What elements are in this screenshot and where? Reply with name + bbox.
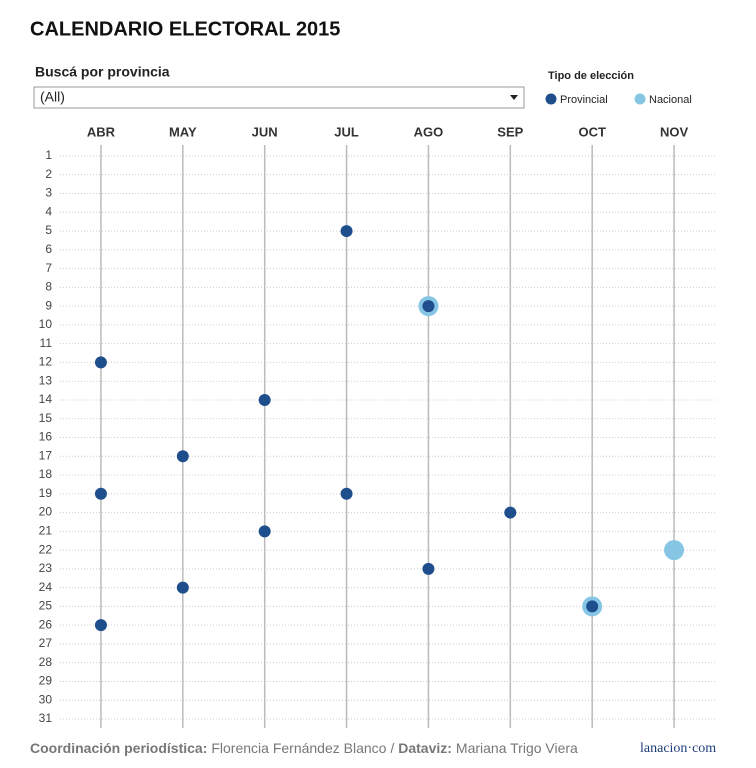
point — [422, 300, 435, 313]
logo: lanacion·com — [640, 741, 716, 756]
x-tick-label: JUN — [252, 124, 278, 139]
y-tick-label: 31 — [39, 711, 53, 725]
y-tick-label: 13 — [39, 373, 53, 387]
point — [94, 619, 107, 632]
point — [586, 600, 599, 613]
y-tick-label: 8 — [45, 280, 52, 294]
y-tick-label: 15 — [39, 411, 53, 425]
y-tick-label: 9 — [45, 298, 52, 312]
point — [340, 225, 353, 238]
y-tick-label: 19 — [39, 486, 53, 500]
y-tick-label: 27 — [39, 636, 53, 650]
y-tick-label: 28 — [39, 655, 53, 669]
dropdown-arrow[interactable] — [510, 95, 518, 100]
y-tick-label: 3 — [45, 186, 52, 200]
point — [504, 506, 517, 519]
point — [340, 487, 353, 500]
y-tick-label: 12 — [39, 355, 53, 369]
point — [94, 487, 107, 500]
y-tick-label: 10 — [39, 317, 53, 331]
y-tick-label: 24 — [39, 580, 53, 594]
x-tick-label: AGO — [414, 124, 444, 139]
point — [422, 562, 435, 575]
point — [258, 393, 271, 406]
footer: Coordinación periodística: Florencia Fern… — [30, 740, 716, 757]
y-tick-label: 16 — [39, 430, 53, 444]
point — [664, 540, 685, 561]
dropdown-box[interactable] — [33, 86, 525, 109]
point — [176, 581, 189, 594]
legend-marker — [634, 93, 646, 105]
y-tick-label: 25 — [39, 599, 53, 613]
x-tick-label: ABR — [87, 124, 116, 139]
y-tick-label: 26 — [39, 617, 53, 631]
x-tick-label: MAY — [169, 124, 197, 139]
y-tick-label: 18 — [39, 467, 53, 481]
x-tick-label: SEP — [497, 124, 523, 139]
filter-label: Buscá por provincia — [35, 64, 170, 80]
y-tick-label: 5 — [45, 223, 52, 237]
x-tick-label: OCT — [578, 124, 606, 139]
point — [94, 356, 107, 369]
credit-label: Dataviz: — [398, 740, 452, 756]
x-tick-label: NOV — [660, 124, 689, 139]
chart-title: CALENDARIO ELECTORAL 2015 — [30, 18, 340, 40]
credit-label: Coordinación periodística: — [30, 740, 207, 756]
legend-marker — [545, 93, 557, 105]
y-tick-label: 21 — [39, 524, 53, 538]
dropdown-value[interactable]: (All) — [40, 89, 65, 105]
legend-title: Tipo de elección — [548, 70, 634, 82]
y-tick-label: 7 — [45, 261, 52, 275]
y-tick-label: 29 — [39, 674, 53, 688]
y-tick-label: 1 — [45, 148, 52, 162]
x-tick-label: JUL — [334, 124, 359, 139]
credits: Coordinación periodística: Florencia Fern… — [30, 740, 578, 756]
y-tick-label: 22 — [39, 542, 53, 556]
point — [258, 525, 271, 538]
y-tick-label: 30 — [39, 692, 53, 706]
y-tick-label: 11 — [40, 336, 53, 350]
credit-name: Mariana Trigo Viera — [456, 740, 578, 756]
legend-label: Nacional — [649, 94, 692, 106]
y-tick-label: 2 — [45, 167, 52, 181]
credit-name: Florencia Fernández Blanco / — [211, 740, 394, 756]
y-tick-label: 17 — [39, 448, 53, 462]
legend-label: Provincial — [560, 94, 608, 106]
dropdown[interactable]: (All) — [33, 86, 525, 109]
y-tick-label: 4 — [45, 204, 52, 218]
y-tick-label: 14 — [39, 392, 53, 406]
y-tick-label: 6 — [45, 242, 52, 256]
y-tick-label: 23 — [39, 561, 53, 575]
y-tick-label: 20 — [39, 505, 53, 519]
point — [176, 450, 189, 463]
